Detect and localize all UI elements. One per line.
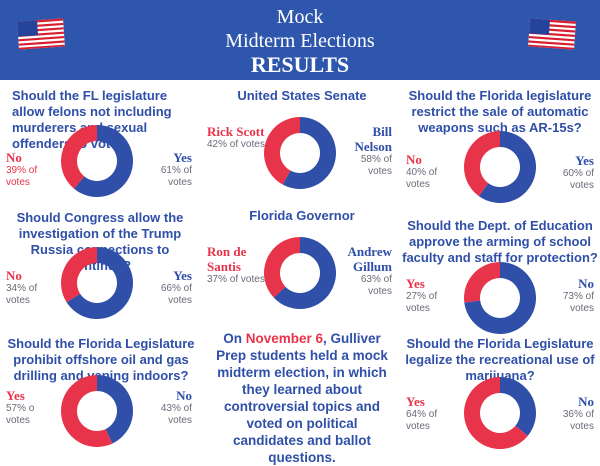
donut-chart-felons-vote xyxy=(61,125,133,197)
slice-no xyxy=(97,375,133,444)
label-drilling-yes-pct: 57% o votes xyxy=(6,403,35,426)
label-drilling-no: No 43% of votes xyxy=(146,388,192,427)
donut-chart-trump-russia xyxy=(61,247,133,319)
slice-no xyxy=(61,247,97,303)
slice-yes xyxy=(464,262,500,303)
label-felons-no-name: No xyxy=(6,150,22,165)
label-arming-yes-pct: 27% of votes xyxy=(406,291,438,314)
label-weapons-yes: Yes 60% of votes xyxy=(546,153,594,192)
title-us-senate: United States Senate xyxy=(237,88,367,103)
question-automatic-weapons: Should the Florida legislature restrict … xyxy=(408,88,592,135)
intro-paragraph: On November 6, Gulliver Prep students he… xyxy=(212,330,392,466)
label-felons-yes-pct: 61% of votes xyxy=(160,165,192,188)
donut-chart-arming-school-staff xyxy=(464,262,536,334)
label-weapons-no: No 40% of votes xyxy=(406,152,454,191)
slice-bill-nelson xyxy=(282,117,336,189)
slice-yes xyxy=(74,125,133,197)
label-weapons-yes-name: Yes xyxy=(575,153,594,168)
label-russia-yes: Yes 66% of votes xyxy=(146,268,192,307)
slice-no xyxy=(464,262,536,334)
question-arming-school-staff: Should the Dept. of Education approve th… xyxy=(402,218,598,265)
label-felons-no: No 39% of votes xyxy=(6,150,50,189)
slice-yes xyxy=(66,247,133,319)
label-marijuana-no-name: No xyxy=(578,394,594,409)
label-arming-no: No 73% of votes xyxy=(546,276,594,315)
us-flag-right-icon xyxy=(528,18,576,50)
label-felons-yes: Yes 61% of votes xyxy=(146,150,192,189)
slice-andrew-gillum xyxy=(273,237,336,309)
label-felons-yes-name: Yes xyxy=(173,150,192,165)
header-title-line1: Mock xyxy=(276,6,324,28)
label-senate-nelson-name: Bill Nelson xyxy=(354,124,392,154)
label-russia-yes-pct: 66% of votes xyxy=(160,283,192,306)
label-governor-desantis-name: Ron de Santis xyxy=(207,244,247,274)
slice-yes xyxy=(478,131,536,203)
label-arming-no-name: No xyxy=(578,276,594,291)
donut-chart-marijuana xyxy=(464,377,536,449)
slice-yes xyxy=(464,377,528,449)
us-flag-left-icon xyxy=(17,18,65,50)
label-drilling-yes-name: Yes xyxy=(6,388,25,403)
slice-no xyxy=(464,131,500,197)
title-florida-governor: Florida Governor xyxy=(249,208,355,223)
donut-chart-offshore-drilling xyxy=(61,375,133,447)
label-senate-scott-pct: 42% of votes xyxy=(207,139,265,150)
label-senate-scott-name: Rick Scott xyxy=(207,124,265,139)
intro-after: , Gulliver Prep students held a mock mid… xyxy=(216,331,388,465)
slice-yes xyxy=(61,375,113,447)
donut-chart-florida-governor xyxy=(264,237,336,309)
label-marijuana-no: No 36% of votes xyxy=(546,394,594,433)
label-felons-no-pct: 39% of votes xyxy=(6,165,38,188)
label-arming-yes-name: Yes xyxy=(406,276,425,291)
slice-rick-scott xyxy=(264,117,300,185)
header-banner xyxy=(0,0,600,80)
label-arming-yes: Yes 27% of votes xyxy=(406,276,454,315)
label-marijuana-no-pct: 36% of votes xyxy=(562,409,594,432)
label-marijuana-yes-name: Yes xyxy=(406,394,425,409)
donut-chart-us-senate xyxy=(264,117,336,189)
question-marijuana: Should the Florida Legislature legalize … xyxy=(405,336,595,383)
label-governor-desantis-pct: 37% of votes xyxy=(207,274,265,285)
label-drilling-no-pct: 43% of votes xyxy=(160,403,192,426)
label-marijuana-yes-pct: 64% of votes xyxy=(406,409,438,432)
label-senate-nelson-pct: 58% of votes xyxy=(360,154,392,177)
label-senate-scott: Rick Scott 42% of votes xyxy=(207,124,267,151)
label-drilling-yes: Yes 57% o votes xyxy=(6,388,54,427)
label-weapons-yes-pct: 60% of votes xyxy=(562,168,594,191)
label-russia-no-pct: 34% of votes xyxy=(6,283,38,306)
slice-ron-de-santis xyxy=(264,237,300,298)
label-weapons-no-name: No xyxy=(406,152,422,167)
label-governor-gillum-name: Andrew Gillum xyxy=(347,244,392,274)
label-drilling-no-name: No xyxy=(176,388,192,403)
header-title-line3: RESULTS xyxy=(250,52,350,77)
intro-before: On xyxy=(223,331,246,346)
label-governor-gillum: Andrew Gillum 63% of votes xyxy=(336,244,392,298)
label-weapons-no-pct: 40% of votes xyxy=(406,167,438,190)
label-senate-nelson: Bill Nelson 58% of votes xyxy=(338,124,392,178)
label-russia-no: No 34% of votes xyxy=(6,268,50,307)
header-title-line2: Midterm Elections xyxy=(225,30,375,52)
label-russia-no-name: No xyxy=(6,268,22,283)
label-marijuana-yes: Yes 64% of votes xyxy=(406,394,454,433)
label-governor-gillum-pct: 63% of votes xyxy=(360,274,392,297)
slice-no xyxy=(61,125,97,189)
label-governor-desantis: Ron de Santis 37% of votes xyxy=(207,244,267,286)
label-russia-yes-name: Yes xyxy=(173,268,192,283)
slice-no xyxy=(500,377,536,436)
donut-chart-automatic-weapons xyxy=(464,131,536,203)
label-arming-no-pct: 73% of votes xyxy=(562,291,594,314)
intro-date: November 6 xyxy=(245,331,323,346)
